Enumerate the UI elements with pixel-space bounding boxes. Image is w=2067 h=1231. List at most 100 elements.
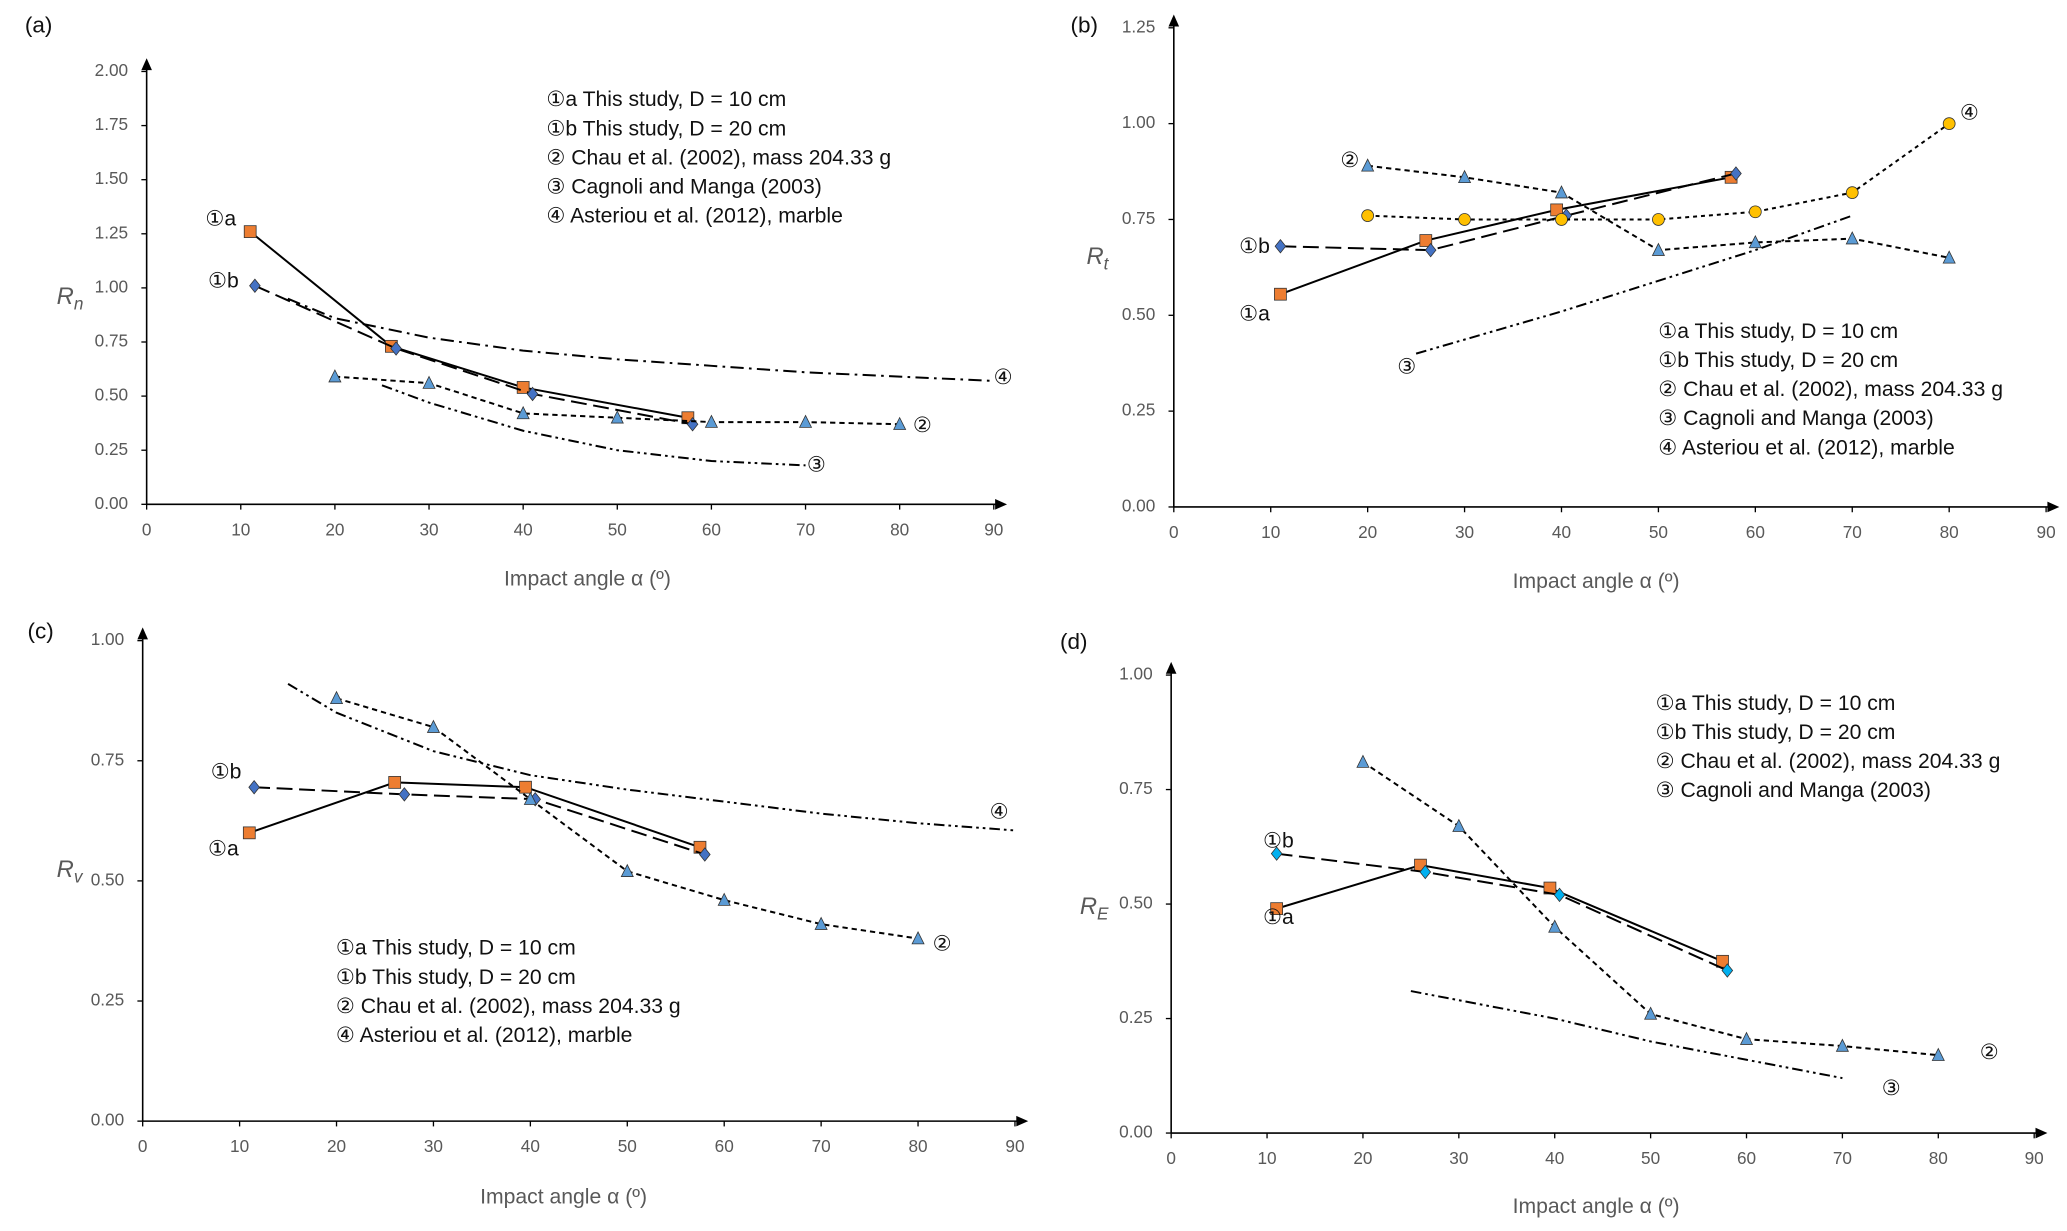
marker — [426, 719, 441, 733]
marker — [1845, 186, 1859, 199]
marker — [328, 369, 342, 383]
y-axis-title: Rv — [57, 856, 84, 886]
x-tick-label: 60 — [715, 1136, 734, 1156]
x-tick-label: 90 — [1005, 1136, 1024, 1156]
marker — [704, 414, 719, 428]
series-callout: ④ — [1960, 101, 1979, 124]
legend-entry: ③ Cagnoli and Manga (2003) — [1656, 779, 1931, 802]
x-tick-label: 30 — [419, 519, 438, 539]
y-axis-title: RE — [1080, 893, 1109, 923]
x-tick-label: 0 — [138, 1136, 148, 1156]
panel-label: (d) — [1060, 629, 1088, 654]
marker — [717, 892, 731, 906]
marker — [516, 381, 530, 394]
marker — [1457, 169, 1472, 183]
series-line — [254, 284, 693, 426]
series-callout: ①a — [205, 207, 236, 230]
series-callout: ③ — [1397, 356, 1416, 379]
x-axis-arrow — [2047, 501, 2060, 513]
series-callout: ①b — [1239, 235, 1270, 258]
legend-entry: ①b This study, D = 20 cm — [336, 966, 576, 989]
x-tick-label: 50 — [608, 519, 627, 539]
marker — [1652, 213, 1665, 226]
x-axis-title: Impact angle α (º) — [480, 1186, 647, 1209]
series-line — [248, 781, 701, 849]
marker — [1458, 213, 1471, 226]
x-tick-label: 50 — [1649, 522, 1668, 542]
x-tick-label: 80 — [1929, 1148, 1948, 1168]
marker — [1748, 234, 1762, 249]
series-callout: ② — [1980, 1041, 1999, 1064]
y-tick-label: 0.50 — [95, 385, 128, 405]
y-axis-title-main: R — [57, 856, 74, 883]
series-callout: ①a — [1239, 303, 1270, 326]
x-tick-label: 60 — [702, 519, 721, 539]
marker — [1554, 185, 1569, 199]
series-callout: ①b — [208, 270, 239, 293]
y-tick-label: 2.00 — [95, 60, 128, 80]
x-tick-label: 10 — [231, 519, 250, 539]
legend-entry: ④ Asteriou et al. (2012), marble — [546, 205, 842, 228]
y-axis-title-sub: E — [1097, 903, 1109, 923]
marker — [1748, 205, 1762, 219]
marker — [1419, 234, 1433, 247]
y-tick-label: 1.00 — [91, 629, 124, 649]
y-tick-label: 0.00 — [1122, 496, 1155, 516]
x-tick-label: 30 — [1455, 522, 1474, 542]
marker — [1721, 963, 1734, 978]
series-callout: ④ — [994, 366, 1013, 389]
series-callout: ①b — [1263, 829, 1294, 852]
marker — [1274, 239, 1287, 254]
marker — [526, 386, 539, 402]
legend-entry: ①a This study, D = 10 cm — [546, 88, 786, 111]
y-axis-arrow — [1168, 14, 1180, 27]
y-tick-label: 0.75 — [91, 749, 124, 769]
marker — [523, 791, 537, 805]
marker — [620, 863, 634, 877]
x-tick-label: 60 — [1737, 1148, 1756, 1168]
marker — [893, 416, 907, 430]
series-line — [336, 697, 919, 940]
y-tick-label: 1.25 — [95, 222, 128, 242]
marker — [1835, 1038, 1849, 1052]
marker — [388, 776, 402, 789]
y-axis-arrow — [1165, 661, 1177, 674]
series-line — [1410, 990, 1843, 1080]
y-tick-label: 0.75 — [1122, 208, 1155, 228]
marker — [398, 787, 411, 802]
legend-entry: ①b This study, D = 20 cm — [1656, 721, 1896, 744]
marker — [1644, 1006, 1658, 1020]
marker — [1424, 242, 1437, 258]
legend-entry: ④ Asteriou et al. (2012), marble — [336, 1024, 632, 1047]
marker — [911, 931, 925, 945]
y-tick-label: 0.00 — [91, 1110, 124, 1130]
y-tick-label: 0.25 — [1122, 400, 1155, 420]
y-tick-label: 1.00 — [1119, 664, 1152, 684]
legend-entry: ③ Cagnoli and Manga (2003) — [1658, 407, 1933, 430]
x-tick-label: 20 — [1358, 522, 1377, 542]
y-tick-label: 0.00 — [1119, 1122, 1152, 1142]
marker — [1553, 887, 1566, 903]
marker — [699, 847, 711, 862]
y-tick-label: 0.00 — [95, 493, 128, 513]
x-tick-label: 80 — [908, 1136, 927, 1156]
x-tick-label: 30 — [424, 1136, 443, 1156]
panel: (d) RE Impact angle α (º) 0 10 20 30 40 50 60 70 80… — [1060, 629, 2048, 1218]
legend-entry: ② Chau et al. (2002), mass 204.33 g — [1656, 750, 2001, 773]
marker — [1845, 231, 1859, 245]
x-tick-label: 10 — [1261, 522, 1280, 542]
legend-entry: ② Chau et al. (2002), mass 204.33 g — [336, 995, 681, 1018]
y-axis-arrow — [141, 58, 152, 71]
marker — [1942, 117, 1956, 130]
y-tick-label: 0.50 — [1122, 304, 1155, 324]
series-line — [381, 384, 806, 467]
y-axis-title-main: R — [57, 283, 74, 310]
series-line — [249, 230, 689, 419]
series-callout: ①a — [208, 837, 239, 860]
marker — [243, 225, 257, 238]
marker — [249, 278, 261, 293]
legend-entry: ①b This study, D = 20 cm — [546, 117, 786, 140]
series-callout: ② — [913, 414, 932, 437]
legend-entry: ③ Cagnoli and Manga (2003) — [546, 176, 821, 199]
